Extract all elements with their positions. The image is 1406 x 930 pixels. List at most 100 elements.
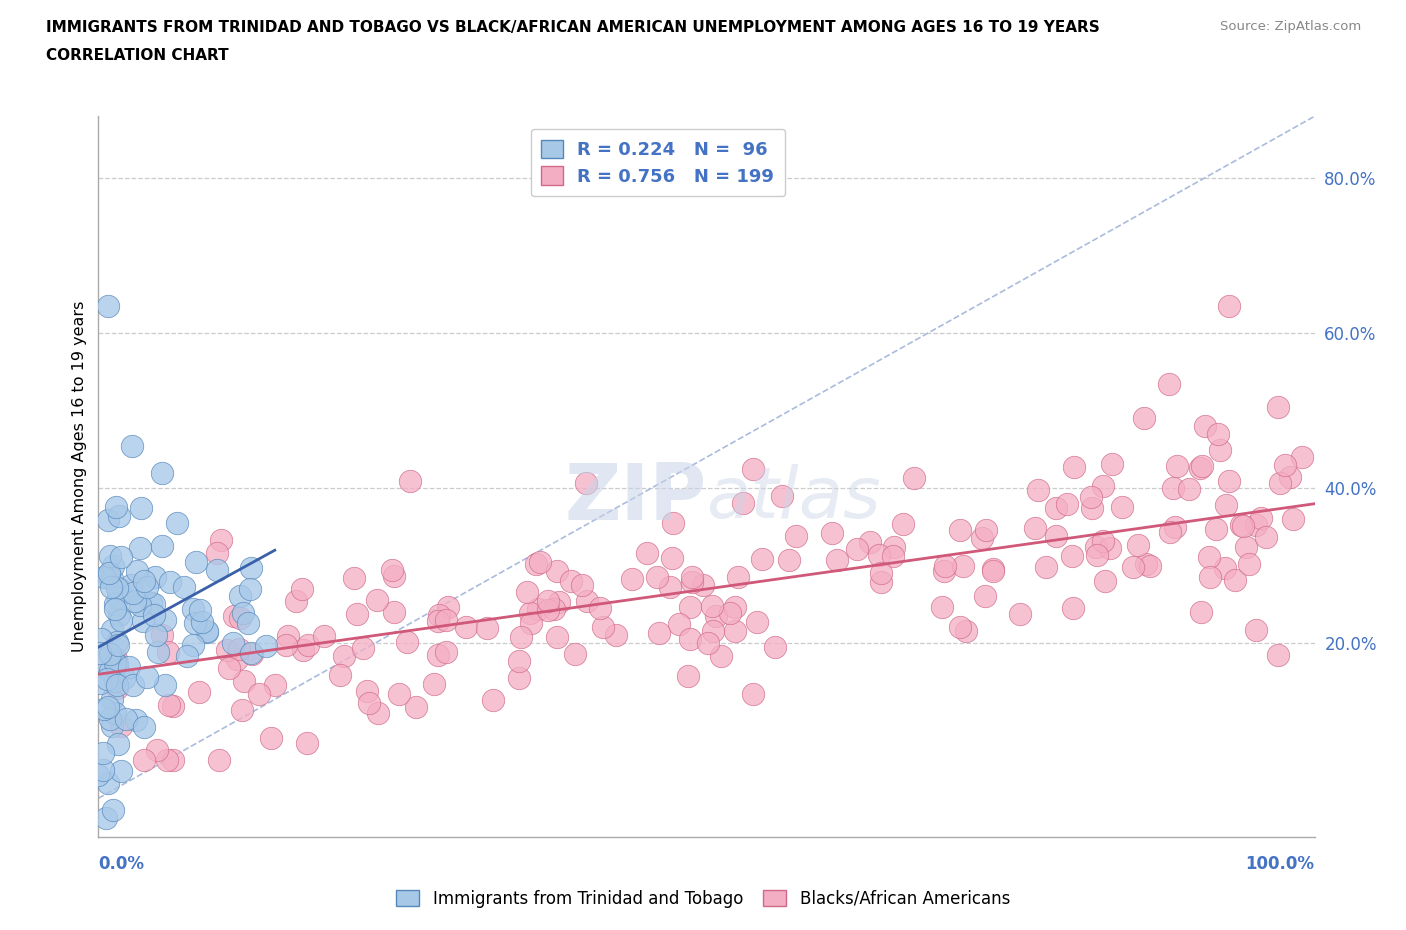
Point	[1026, 483, 1049, 498]
Point	[156, 752, 179, 767]
Point	[181, 637, 204, 652]
Point	[1250, 511, 1272, 525]
Point	[1189, 604, 1212, 619]
Point	[346, 606, 368, 621]
Point	[159, 575, 181, 590]
Point	[731, 496, 754, 511]
Point	[121, 438, 143, 453]
Point	[94, 810, 117, 825]
Point	[1279, 470, 1302, 485]
Point	[546, 564, 568, 578]
Point	[104, 652, 127, 667]
Point	[429, 607, 451, 622]
Point	[1085, 548, 1108, 563]
Point	[104, 706, 127, 721]
Point	[882, 549, 904, 564]
Point	[1056, 497, 1078, 512]
Point	[724, 623, 747, 638]
Point	[173, 579, 195, 594]
Point	[101, 623, 124, 638]
Point	[333, 649, 356, 664]
Point	[105, 580, 128, 595]
Point	[1045, 500, 1067, 515]
Point	[101, 718, 124, 733]
Point	[153, 612, 176, 627]
Point	[821, 525, 844, 540]
Point	[934, 559, 956, 574]
Point	[297, 736, 319, 751]
Point	[589, 601, 612, 616]
Legend: Immigrants from Trinidad and Tobago, Blacks/African Americans: Immigrants from Trinidad and Tobago, Bla…	[389, 883, 1017, 914]
Point	[681, 575, 703, 590]
Point	[110, 719, 132, 734]
Point	[150, 538, 173, 553]
Point	[952, 559, 974, 574]
Point	[1256, 529, 1278, 544]
Point	[98, 569, 121, 584]
Point	[145, 628, 167, 643]
Point	[128, 541, 150, 556]
Text: IMMIGRANTS FROM TRINIDAD AND TOBAGO VS BLACK/AFRICAN AMERICAN UNEMPLOYMENT AMONG: IMMIGRANTS FROM TRINIDAD AND TOBAGO VS B…	[46, 20, 1099, 35]
Point	[1035, 560, 1057, 575]
Point	[1215, 498, 1237, 512]
Point	[240, 645, 263, 660]
Point	[682, 570, 704, 585]
Point	[1188, 460, 1211, 475]
Point	[529, 554, 551, 569]
Point	[537, 603, 560, 618]
Point	[605, 628, 627, 643]
Point	[122, 586, 145, 601]
Point	[620, 571, 643, 586]
Point	[166, 516, 188, 531]
Point	[1199, 569, 1222, 584]
Point	[176, 648, 198, 663]
Point	[366, 592, 388, 607]
Point	[510, 629, 533, 644]
Point	[114, 711, 136, 726]
Point	[1092, 534, 1115, 549]
Point	[120, 578, 142, 592]
Point	[98, 663, 121, 678]
Point	[382, 568, 405, 583]
Point	[659, 579, 682, 594]
Point	[141, 595, 163, 610]
Point	[129, 500, 152, 515]
Point	[1099, 540, 1122, 555]
Point	[679, 631, 702, 646]
Text: CORRELATION CHART: CORRELATION CHART	[46, 48, 229, 63]
Point	[1133, 411, 1156, 426]
Point	[89, 645, 111, 660]
Point	[197, 625, 219, 640]
Point	[97, 299, 120, 313]
Point	[1010, 607, 1032, 622]
Point	[91, 763, 114, 777]
Legend: R = 0.224   N =  96, R = 0.756   N = 199: R = 0.224 N = 96, R = 0.756 N = 199	[530, 129, 785, 196]
Point	[105, 634, 128, 649]
Point	[101, 572, 124, 587]
Point	[209, 533, 232, 548]
Point	[89, 676, 111, 691]
Point	[1135, 557, 1157, 572]
Point	[1139, 559, 1161, 574]
Point	[1234, 539, 1257, 554]
Point	[859, 535, 882, 550]
Point	[742, 461, 765, 476]
Point	[110, 550, 132, 565]
Point	[205, 563, 228, 578]
Point	[526, 602, 548, 617]
Point	[274, 638, 297, 653]
Point	[381, 563, 404, 578]
Point	[150, 465, 173, 480]
Point	[883, 540, 905, 555]
Point	[974, 589, 997, 604]
Point	[692, 578, 714, 592]
Point	[1244, 623, 1267, 638]
Point	[284, 593, 307, 608]
Point	[112, 671, 135, 685]
Point	[427, 614, 450, 629]
Point	[1268, 476, 1291, 491]
Point	[228, 641, 250, 656]
Point	[1230, 518, 1253, 533]
Point	[343, 571, 366, 586]
Point	[724, 599, 747, 614]
